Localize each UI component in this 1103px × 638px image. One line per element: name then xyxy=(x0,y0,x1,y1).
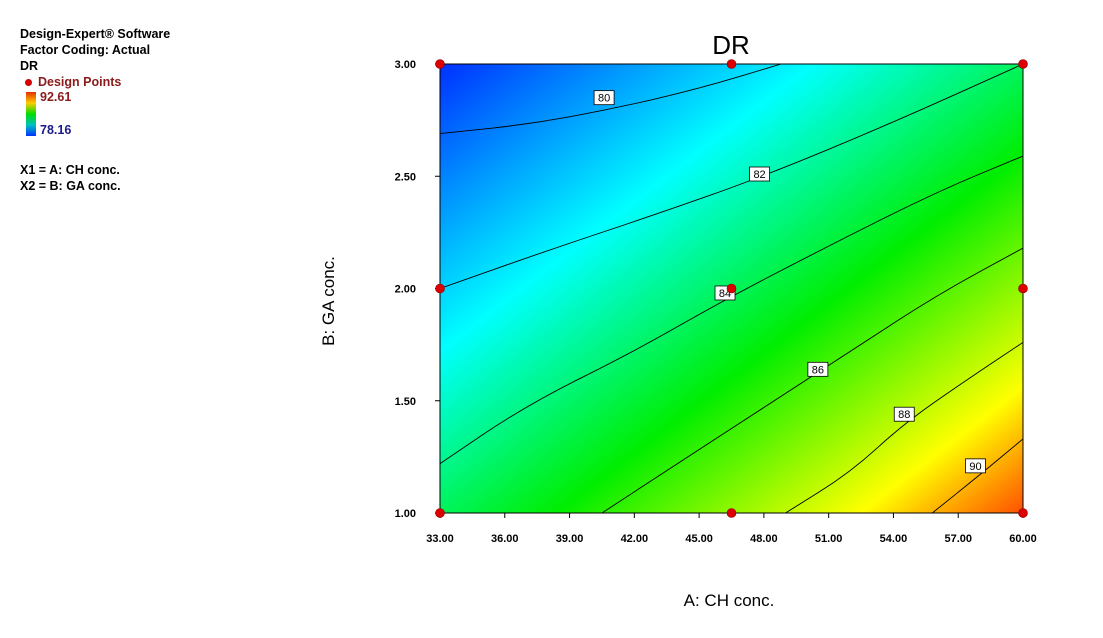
contour-label-82: 82 xyxy=(749,166,770,182)
contour-label-text: 82 xyxy=(753,169,765,181)
x-tick-label: 60.00 xyxy=(1009,533,1037,545)
contour-label-text: 90 xyxy=(969,461,981,473)
factor-coding: Factor Coding: Actual xyxy=(20,43,151,57)
x-tick-label: 36.00 xyxy=(491,533,519,545)
design-point xyxy=(1018,59,1028,69)
y-tick-label: 2.00 xyxy=(395,284,416,296)
y-tick-label: 3.00 xyxy=(395,59,416,71)
x-tick-label: 51.00 xyxy=(815,533,843,545)
contour-label-box xyxy=(593,90,615,106)
contour-label-88: 88 xyxy=(893,406,915,422)
design-points-label: Design Points xyxy=(38,75,122,89)
contour-label-90: 90 xyxy=(965,458,986,474)
design-point xyxy=(726,283,737,294)
design-point xyxy=(435,59,445,69)
contour-label-box xyxy=(965,458,986,474)
y-tick-label: 1.50 xyxy=(395,396,416,408)
contour-line-86 xyxy=(601,247,1023,513)
design-point xyxy=(1018,508,1028,518)
design-point-icon xyxy=(25,78,32,86)
x2-definition: X2 = B: GA conc. xyxy=(20,179,121,193)
color-scale-max: 92.61 xyxy=(40,90,72,104)
y-tick-label: 2.50 xyxy=(395,171,416,183)
contour-line-90 xyxy=(932,438,1023,513)
contour-line-80 xyxy=(440,64,782,135)
contour-line-88 xyxy=(785,342,1023,513)
contour-label-box xyxy=(749,166,770,182)
x-tick-label: 57.00 xyxy=(944,533,972,545)
x-tick-label: 54.00 xyxy=(880,533,908,545)
y-tick-label: 1.00 xyxy=(395,508,416,520)
contour-line-82 xyxy=(440,64,1023,289)
chart-title: DR xyxy=(712,30,750,60)
color-scale-bar xyxy=(26,92,36,136)
x-tick-label: 48.00 xyxy=(750,533,778,545)
color-scale-min: 78.16 xyxy=(40,123,72,137)
design-point xyxy=(435,283,445,294)
x-tick-label: 33.00 xyxy=(426,533,454,545)
contour-label-box xyxy=(893,406,915,422)
info-panel: Design-Expert® Software Factor Coding: A… xyxy=(20,26,170,194)
design-point xyxy=(435,508,445,518)
x-tick-label: 42.00 xyxy=(621,533,649,545)
software-name: Design-Expert® Software xyxy=(20,27,171,41)
design-point xyxy=(726,508,737,518)
contour-label-80: 80 xyxy=(593,90,615,106)
design-points xyxy=(435,59,1028,518)
color-scale: 92.61 78.16 xyxy=(20,90,170,140)
contour-label-86: 86 xyxy=(807,361,829,377)
design-points-legend: Design Points xyxy=(20,74,170,90)
response-name: DR xyxy=(20,59,39,73)
y-axis-label: B: GA conc. xyxy=(319,256,338,346)
x-tick-label: 45.00 xyxy=(685,533,713,545)
x1-definition: X1 = A: CH conc. xyxy=(20,163,120,177)
x-tick-label: 39.00 xyxy=(556,533,584,545)
contour-label-box xyxy=(807,361,829,377)
contour-label-text: 80 xyxy=(598,93,610,105)
contour-label-text: 86 xyxy=(812,364,824,376)
contour-label-text: 88 xyxy=(898,409,910,421)
design-point xyxy=(1018,283,1028,294)
axes: 33.00 36.00 39.00 42.00 45.00 48.00 51.00 54.00… xyxy=(395,59,1037,545)
x-axis-label: A: CH conc. xyxy=(684,591,775,610)
design-point xyxy=(726,59,737,69)
